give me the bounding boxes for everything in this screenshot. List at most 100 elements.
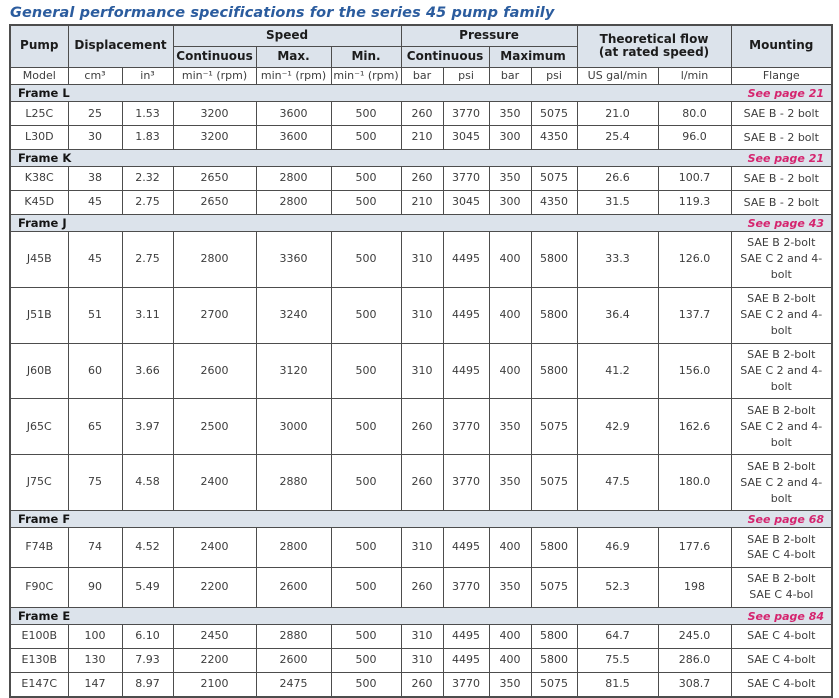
speed-continuous-cell: 2400 <box>172 527 257 568</box>
frame-label: Frame J <box>18 215 67 230</box>
pump-data-row: J75C 75 4.58 2400 2880 500 260 3770 350 5075 47.5 1… <box>9 454 833 512</box>
speed-min-cell: 500 <box>330 647 402 673</box>
pressure-max-bar-cell: 400 <box>488 527 532 568</box>
spec-table-body: Frame L See page 21 L25C 25 1.53 3200 3600 500 2… <box>9 84 833 698</box>
pressure-max-bar-cell: 300 <box>488 125 532 151</box>
displacement-cm3-cell: 90 <box>67 566 123 608</box>
speed-continuous-cell: 2450 <box>172 623 257 649</box>
speed-continuous-cell: 2650 <box>172 190 257 215</box>
displacement-cm3-cell: 45 <box>67 230 123 288</box>
unit-in3: in³ <box>121 66 174 86</box>
displacement-cm3-cell: 30 <box>67 125 123 151</box>
speed-max-cell: 2880 <box>255 623 332 649</box>
displacement-in3-cell: 5.49 <box>121 566 174 608</box>
mounting-line: SAE B 2-bolt <box>747 236 816 250</box>
unit-flange: Flange <box>730 66 833 86</box>
flow-lmin-cell: 180.0 <box>657 454 732 512</box>
flow-lmin-cell: 96.0 <box>657 125 732 151</box>
speed-min-cell: 500 <box>330 454 402 512</box>
unit-pressure-cont-bar: bar <box>400 66 444 86</box>
unit-model: Model <box>9 66 69 86</box>
speed-min-header: Min. <box>330 45 402 68</box>
speed-continuous-cell: 2100 <box>172 671 257 698</box>
mounting-line: SAE B 2-bolt <box>747 572 816 586</box>
mounting-line: SAE C 2 and 4-bolt <box>740 419 823 449</box>
mounting-cell: SAE B 2-bolt SAE C 2 and 4-bolt <box>730 398 833 456</box>
unit-flow-usgal: US gal/min <box>576 66 659 86</box>
frame-section-cell: Frame J See page 43 <box>9 213 833 232</box>
speed-min-cell: 500 <box>330 166 402 192</box>
speed-min-cell: 500 <box>330 527 402 568</box>
pressure-cont-bar-cell: 210 <box>400 125 444 151</box>
mounting-cell: SAE B - 2 bolt <box>730 125 833 151</box>
mounting-cell: SAE B 2-bolt SAE C 2 and 4-bolt <box>730 454 833 512</box>
mounting-cell: SAE C 4-bolt <box>730 647 833 673</box>
displacement-in3-cell: 4.52 <box>121 527 174 568</box>
speed-max-cell: 3600 <box>255 101 332 127</box>
model-cell: E130B <box>9 647 69 673</box>
pressure-cont-psi-cell: 4495 <box>442 623 490 649</box>
see-page-link[interactable]: See page 21 <box>747 152 825 166</box>
model-cell: J60B <box>9 342 69 400</box>
flow-usgal-cell: 25.4 <box>576 125 659 151</box>
pressure-cont-psi-cell: 4495 <box>442 286 490 344</box>
flow-lmin-cell: 177.6 <box>657 527 732 568</box>
flow-lmin-cell: 156.0 <box>657 342 732 400</box>
speed-continuous-cell: 2500 <box>172 398 257 456</box>
mounting-line: SAE C 4-bolt <box>747 653 816 667</box>
speed-max-cell: 2800 <box>255 527 332 568</box>
speed-max-cell: 3240 <box>255 286 332 344</box>
pressure-cont-bar-cell: 260 <box>400 566 444 608</box>
mounting-line: SAE B - 2 bolt <box>743 171 819 185</box>
frame-section-row: Frame F See page 68 <box>9 510 833 529</box>
frame-label: Frame K <box>18 151 72 166</box>
displacement-cm3-cell: 25 <box>67 101 123 127</box>
displacement-in3-cell: 1.83 <box>121 125 174 151</box>
speed-max-cell: 2800 <box>255 166 332 192</box>
pressure-max-bar-cell: 350 <box>488 101 532 127</box>
displacement-in3-cell: 3.11 <box>121 286 174 344</box>
header-sub-row: Continuous Max. Min. Continuous Maximum <box>10 45 832 68</box>
frame-section-row: Frame L See page 21 <box>9 84 833 103</box>
pressure-cont-bar-cell: 210 <box>400 190 444 215</box>
pressure-max-psi-cell: 5075 <box>530 101 578 127</box>
mounting-cell: SAE C 4-bolt <box>730 671 833 698</box>
mounting-line: SAE C 4-bolt <box>747 548 816 562</box>
model-cell: F90C <box>9 566 69 608</box>
speed-max-cell: 3120 <box>255 342 332 400</box>
model-cell: K45D <box>9 190 69 215</box>
displacement-in3-cell: 3.97 <box>121 398 174 456</box>
mounting-line: SAE B - 2 bolt <box>743 106 819 120</box>
see-page-link[interactable]: See page 21 <box>747 87 825 101</box>
pump-data-row: K38C 38 2.32 2650 2800 500 260 3770 350 5075 26.6 1… <box>9 166 833 192</box>
displacement-cm3-cell: 74 <box>67 527 123 568</box>
pressure-max-psi-cell: 5800 <box>530 342 578 400</box>
mounting-line: SAE C 2 and 4-bolt <box>740 364 823 393</box>
model-cell: J65C <box>9 398 69 456</box>
mounting-line: SAE B 2-bolt <box>747 292 816 306</box>
speed-continuous-cell: 2650 <box>172 166 257 192</box>
displacement-cm3-cell: 100 <box>67 623 123 649</box>
displacement-in3-cell: 2.32 <box>121 166 174 192</box>
pressure-cont-bar-cell: 260 <box>400 101 444 127</box>
model-cell: J75C <box>9 454 69 512</box>
see-page-link[interactable]: See page 84 <box>747 609 825 623</box>
theoretical-flow-header: Theoretical flow (at rated speed) <box>576 24 732 68</box>
flow-lmin-cell: 286.0 <box>657 647 732 673</box>
see-page-link[interactable]: See page 68 <box>747 513 825 527</box>
speed-min-cell: 500 <box>330 190 402 215</box>
speed-min-cell: 500 <box>330 101 402 127</box>
pressure-max-bar-cell: 350 <box>488 166 532 192</box>
displacement-in3-cell: 2.75 <box>121 230 174 288</box>
mounting-line: SAE B 2-bolt <box>747 403 816 417</box>
displacement-cm3-cell: 38 <box>67 166 123 192</box>
see-page-link[interactable]: See page 43 <box>747 216 825 230</box>
flow-lmin-cell: 245.0 <box>657 623 732 649</box>
pressure-maximum-header: Maximum <box>488 45 578 68</box>
displacement-cm3-cell: 65 <box>67 398 123 456</box>
pressure-cont-psi-cell: 3045 <box>442 125 490 151</box>
displacement-in3-cell: 8.97 <box>121 671 174 698</box>
speed-continuous-cell: 2800 <box>172 230 257 288</box>
mounting-cell: SAE C 4-bolt <box>730 623 833 649</box>
pressure-max-bar-cell: 400 <box>488 647 532 673</box>
